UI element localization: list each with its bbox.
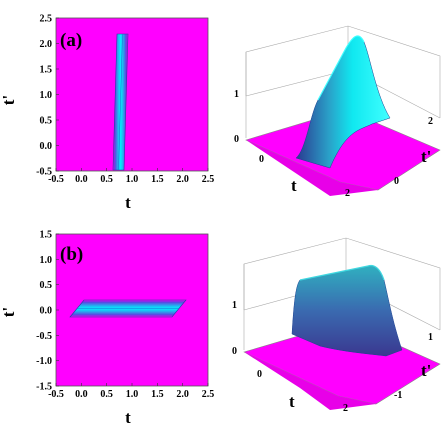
- x-tick-label: 2.0: [176, 389, 189, 400]
- y-tick-label: 0.0: [40, 141, 53, 152]
- x-tick-label: 2.5: [202, 174, 215, 185]
- surface-b-ridge-top: [299, 264, 385, 281]
- surface-a-xlabel: t: [291, 176, 297, 195]
- surface-b-ridge: [291, 265, 403, 357]
- surface-b-x-tick-0: 0: [257, 369, 262, 380]
- heatmap-a-panel-label: (a): [60, 30, 82, 51]
- y-tick-label: 2.5: [40, 14, 53, 25]
- surface-b: 1 0 0 2 -1 1 t t': [232, 237, 441, 414]
- surface-a-ridge-crest: [317, 35, 365, 101]
- surface-a-y-tick-2: 2: [428, 116, 433, 127]
- heatmap-a-y-ticks: -0.5 0.0 0.5 1.0 1.5 2.0 2.5: [36, 14, 59, 178]
- surface-a-ridge: [295, 35, 391, 169]
- surface-a-x-tick-0: 0: [259, 154, 264, 165]
- surface-a-y-tick-0: 0: [394, 176, 399, 187]
- y-tick-label: 2.0: [40, 39, 53, 50]
- y-tick-label: -0.5: [36, 167, 52, 178]
- surface-a-ylabel: t': [421, 147, 431, 166]
- heatmap-a-ylabel: t': [0, 95, 18, 105]
- y-tick-label: 0.0: [40, 306, 53, 317]
- x-tick-label: 1.0: [126, 389, 139, 400]
- x-tick-label: 1.5: [151, 174, 164, 185]
- y-tick-label: 1.5: [40, 65, 53, 76]
- x-tick-label: 1.5: [151, 389, 164, 400]
- x-tick-label: 0.5: [100, 389, 113, 400]
- surface-b-ylabel: t': [421, 361, 431, 380]
- surface-b-floor: [244, 352, 376, 410]
- heatmap-a-xlabel: t: [125, 193, 131, 212]
- heatmap-a-contour: [118, 33, 123, 171]
- x-tick-label: 2.5: [202, 389, 215, 400]
- surface-b-xlabel: t: [289, 392, 295, 411]
- surface-a-z-tick-1: 1: [234, 89, 239, 100]
- heatmap-b-ylabel: t': [0, 307, 18, 317]
- surface-b-y-tick-m1: -1: [394, 390, 402, 401]
- heatmap-b: -0.5 0.0 0.5 1.0 1.5 2.0 2.5 -1.5 -1.0 -0.5 0.0 0.…: [0, 230, 214, 428]
- y-tick-label: 1.5: [40, 230, 53, 241]
- surface-b-x-tick-2: 2: [343, 403, 348, 414]
- x-tick-label: 2.0: [176, 174, 189, 185]
- heatmap-a: -0.5 0.0 0.5 1.0 1.5 2.0 2.5 -0.5 0.0 0.5 1.0 1.5 2…: [0, 14, 214, 213]
- surface-a-x-tick-2: 2: [345, 188, 350, 199]
- x-tick-label: 0.0: [75, 174, 88, 185]
- y-tick-label: 0.5: [40, 280, 53, 291]
- y-tick-label: -0.5: [36, 331, 52, 342]
- surface-a-floor: [246, 140, 378, 196]
- x-tick-label: 0.0: [75, 389, 88, 400]
- surface-a: 1 0 0 2 0 2 t t': [234, 25, 441, 199]
- surface-a-z-tick-0: 0: [234, 134, 239, 145]
- x-tick-label: -0.5: [48, 389, 64, 400]
- y-tick-label: 1.0: [40, 255, 53, 266]
- surface-b-z-tick-0: 0: [232, 346, 237, 357]
- heatmap-b-panel-label: (b): [60, 244, 83, 265]
- x-tick-label: 1.0: [126, 174, 139, 185]
- x-tick-label: 0.5: [100, 174, 113, 185]
- surface-b-z-tick-1: 1: [232, 300, 237, 311]
- heatmap-b-xlabel: t: [125, 408, 131, 427]
- y-tick-label: 1.0: [40, 90, 53, 101]
- x-tick-label: -0.5: [48, 174, 64, 185]
- y-tick-label: -1.0: [36, 356, 52, 367]
- heatmap-b-x-ticks: -0.5 0.0 0.5 1.0 1.5 2.0 2.5: [48, 383, 214, 400]
- heatmap-a-plot-area: [55, 17, 209, 172]
- y-tick-label: -1.5: [36, 382, 52, 393]
- y-tick-label: 0.5: [40, 116, 53, 127]
- heatmap-b-y-ticks: -1.5 -1.0 -0.5 0.0 0.5 1.0 1.5: [36, 230, 59, 393]
- surface-b-y-tick-1: 1: [428, 332, 433, 343]
- heatmap-a-x-ticks: -0.5 0.0 0.5 1.0 1.5 2.0 2.5: [48, 168, 214, 185]
